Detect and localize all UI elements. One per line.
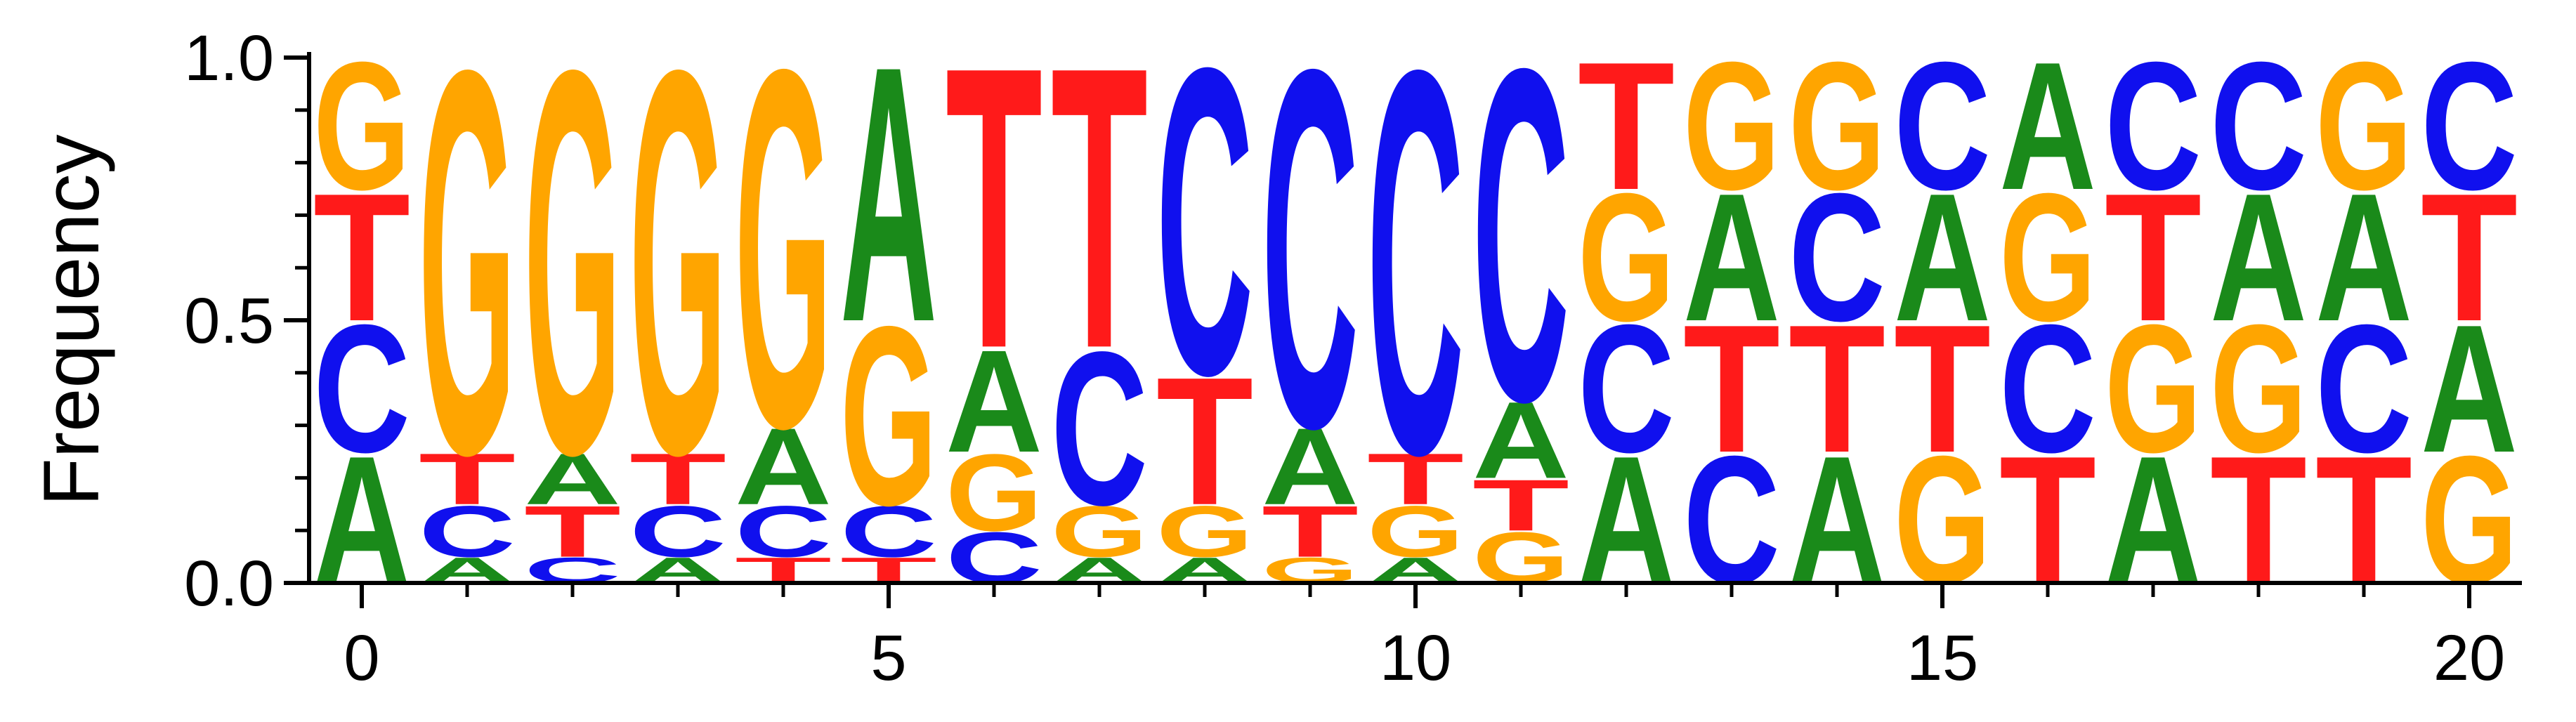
logo-letter-C-pos-16: C (1999, 287, 2096, 490)
logo-letter-G-pos-14: G (1789, 25, 1885, 228)
logo-letter-G-pos-10: G (1367, 490, 1464, 572)
logo-letter-G-pos-8: G (1156, 490, 1253, 572)
logo-letter-C-pos-10: C (1367, 0, 1464, 568)
logo-letter-A-pos-2: A (524, 438, 621, 520)
logo-letter-C-pos-4: C (735, 491, 832, 572)
logo-letter-T-pos-11: T (1472, 465, 1569, 546)
logo-letter-C-pos-15: C (1894, 25, 1991, 228)
logo-letter-T-pos-2: T (524, 491, 621, 572)
x-tick-label: 15 (1907, 622, 1978, 694)
logo-letter-A-pos-19: A (2315, 156, 2412, 359)
logo-letter-C-pos-11: C (1472, 0, 1569, 500)
logo-letter-A-pos-15: A (1894, 156, 1991, 359)
logo-letter-G-pos-1: G (419, 0, 516, 567)
x-tick-label: 10 (1380, 622, 1451, 694)
logo-letter-T-pos-12: T (1578, 24, 1675, 228)
y-axis-ticks: 0.0 0.5 1.0 (184, 22, 309, 619)
logo-letter-G-pos-2: G (524, 0, 621, 567)
logo-letter-T-pos-8: T (1156, 339, 1253, 543)
logo-letter-T-pos-7: T (1051, 0, 1148, 433)
logo-letter-T-pos-6: T (946, 0, 1042, 433)
logo-letter-G-pos-5: G (840, 273, 937, 559)
logo-letter-C-pos-5: C (840, 491, 937, 572)
logo-letter-A-pos-6: A (946, 320, 1042, 483)
x-tick-label: 20 (2433, 622, 2505, 694)
logo-letters: ACTGACTGCTAGACTGTCAGTCGACGATAGCTAGTCGTAC… (313, 0, 2518, 622)
logo-letter-C-pos-0: C (313, 287, 410, 490)
logo-letter-T-pos-20: T (2421, 155, 2518, 359)
logo-letter-A-pos-9: A (1262, 405, 1359, 527)
x-axis-ticks: 0 5 10 15 20 (344, 583, 2505, 694)
logo-letter-T-pos-10: T (1367, 438, 1464, 520)
logo-letter-G-pos-0: G (313, 25, 410, 228)
logo-letter-T-pos-14: T (1789, 287, 1885, 490)
logo-letter-T-pos-13: T (1683, 287, 1780, 490)
logo-letter-A-pos-5: A (840, 0, 937, 398)
logo-letter-G-pos-3: G (629, 0, 726, 567)
logo-letter-C-pos-19: C (2315, 287, 2412, 490)
logo-letter-G-pos-13: G (1683, 25, 1780, 228)
logo-letter-C-pos-9: C (1262, 0, 1359, 534)
logo-letter-T-pos-3: T (629, 438, 726, 520)
logo-letter-A-pos-11: A (1472, 379, 1569, 501)
logo-letter-C-pos-12: C (1578, 287, 1675, 490)
y-axis-title: Frequency (27, 134, 115, 506)
logo-letter-C-pos-14: C (1789, 156, 1885, 359)
logo-letter-C-pos-7: C (1051, 306, 1148, 551)
logo-letter-C-pos-20: C (2421, 25, 2518, 228)
logo-letter-A-pos-20: A (2421, 287, 2518, 490)
logo-letter-T-pos-1: T (419, 438, 516, 520)
logo-letter-A-pos-4: A (735, 405, 832, 527)
logo-letter-T-pos-15: T (1894, 287, 1991, 490)
logo-letter-C-pos-17: C (2105, 25, 2202, 228)
y-tick-label: 0.0 (184, 548, 274, 619)
logo-letter-C-pos-8: C (1156, 0, 1253, 466)
logo-letter-T-pos-9: T (1262, 491, 1359, 572)
x-tick-label: 5 (870, 622, 906, 694)
y-tick-label: 1.0 (184, 22, 274, 94)
logo-letter-A-pos-13: A (1683, 156, 1780, 359)
logo-letter-G-pos-18: G (2210, 287, 2307, 491)
logo-letter-G-pos-6: G (946, 432, 1042, 554)
logo-letter-G-pos-17: G (2105, 287, 2202, 491)
logo-letter-T-pos-17: T (2105, 155, 2202, 359)
logo-letter-G-pos-19: G (2315, 25, 2412, 228)
logo-letter-C-pos-18: C (2210, 25, 2307, 228)
x-tick-label: 0 (344, 622, 379, 694)
logo-letter-C-pos-1: C (419, 491, 516, 572)
logo-letter-C-pos-3: C (629, 491, 726, 572)
logo-letter-A-pos-16: A (1999, 25, 2096, 228)
logo-letter-G-pos-4: G (735, 0, 832, 534)
logo-letter-G-pos-7: G (1051, 490, 1148, 572)
logo-letter-A-pos-18: A (2210, 156, 2307, 359)
logo-letter-T-pos-0: T (313, 155, 410, 359)
logo-letter-G-pos-12: G (1578, 156, 1675, 360)
y-tick-label: 0.5 (184, 285, 274, 357)
logo-letter-G-pos-16: G (1999, 156, 2096, 360)
